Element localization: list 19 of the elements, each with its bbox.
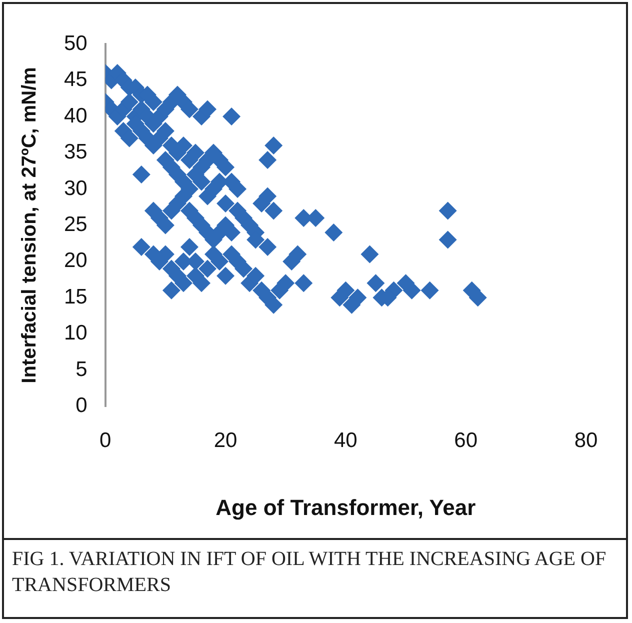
x-tick-label: 20: [214, 428, 238, 452]
y-tick-label: 15: [64, 285, 88, 308]
x-tick-label: 0: [100, 428, 112, 452]
x-axis-title: Age of Transformer, Year: [216, 494, 476, 520]
caption: FIG 1. VARIATION IN IFT OF OIL WITH THE INCREASING AGE OF TRANSFORMERS: [12, 547, 608, 598]
y-tick-label: 50: [64, 32, 88, 55]
y-tick-label: 45: [64, 68, 88, 92]
y-tick-label: 40: [64, 104, 88, 128]
y-tick-label: 5: [76, 358, 88, 381]
x-tick-label: 80: [574, 428, 598, 452]
y-tick-label: 20: [64, 249, 88, 272]
y-tick-label: 30: [64, 176, 88, 200]
y-tick-label: 25: [64, 212, 88, 236]
y-tick-label: 10: [64, 322, 88, 345]
x-tick-label: 60: [454, 428, 478, 452]
y-tick-label: 0: [76, 394, 88, 418]
y-tick-label: 35: [64, 140, 88, 164]
y-axis-title: Interfacial tension, at 27ºC, mN/m: [18, 67, 41, 384]
x-tick-label: 40: [334, 428, 358, 452]
